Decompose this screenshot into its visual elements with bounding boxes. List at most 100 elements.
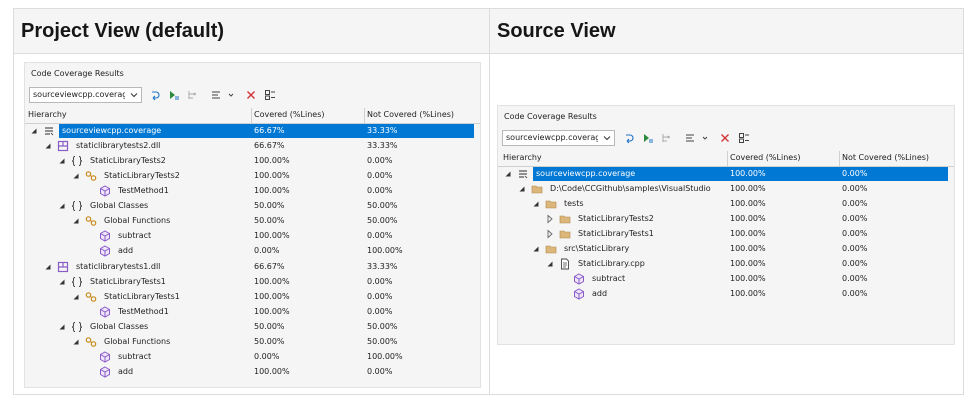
node-name[interactable]: tests [564,199,584,208]
not-covered-value: 0.00% [842,259,868,268]
node-name[interactable]: StaticLibraryTests1 [104,291,180,301]
covered-value: 100.00% [730,199,766,208]
toolbar-button[interactable] [623,132,635,144]
not-covered-value: 50.00% [367,216,398,226]
toolbar-button[interactable] [642,132,654,144]
node-icon [99,245,111,258]
toolbar-button[interactable] [738,132,750,144]
coverage-dropdown[interactable]: sourceviewcpp.coverag [29,87,142,103]
expander[interactable] [56,200,68,212]
column-divider [727,151,728,166]
node-icon [99,351,111,363]
expander[interactable] [544,228,556,240]
toolbar-button-svg [228,93,234,97]
expander-svg [505,171,511,177]
expander[interactable] [544,213,556,225]
node-name[interactable]: src\StaticLibrary [564,244,630,253]
node-icon-svg [85,216,97,227]
toolbar-button[interactable] [699,132,711,144]
node-name[interactable]: add [118,246,134,256]
node-name[interactable]: Global Classes [90,201,149,211]
node-icon [85,291,97,303]
expander[interactable] [70,215,82,227]
expander[interactable] [530,243,542,255]
selected-row [59,124,474,138]
node-name[interactable]: StaticLibraryTests1 [578,229,654,238]
node-name[interactable]: TestMethod1 [118,186,169,196]
toolbar-button[interactable] [225,89,237,101]
expander[interactable] [502,168,514,180]
expander[interactable] [516,183,528,195]
not-covered-value: 0.00% [367,306,393,316]
expander[interactable] [70,291,82,303]
toolbar-button-svg [739,133,749,143]
expander[interactable] [28,125,40,137]
toolbar-button[interactable] [660,132,672,144]
covered-value: 66.67% [254,126,285,135]
node-name[interactable]: TestMethod1 [118,306,169,316]
node-icon-svg [57,261,69,272]
node-icon-svg [71,156,83,167]
column-heading: Covered (%Lines) [730,153,801,162]
node-name[interactable]: subtract [592,274,626,283]
node-name[interactable]: subtract [118,351,152,361]
not-covered-value: 50.00% [367,336,398,346]
covered-value: 100.00% [730,274,766,283]
node-name[interactable]: Global Classes [90,321,149,331]
toolbar-button[interactable] [186,89,198,101]
node-icon-svg [545,245,557,254]
node-name[interactable]: Global Functions [104,216,171,226]
node-name[interactable]: sourceviewcpp.coverage [62,126,162,135]
node-icon-svg [100,245,110,258]
toolbar-button[interactable] [719,132,731,144]
toolbar-button-svg [686,134,694,142]
toolbar-button[interactable] [264,89,276,101]
toolbar-button[interactable] [245,89,257,101]
toolbar-button[interactable] [684,132,696,144]
column-heading: Not Covered (%Lines) [842,153,930,162]
expander[interactable] [70,170,82,182]
node-icon [517,168,529,180]
toolbar-button-svg [170,91,179,100]
node-name[interactable]: sourceviewcpp.coverage [536,169,636,178]
expander[interactable] [42,261,54,273]
node-icon [57,140,69,152]
expander-svg [519,186,525,192]
node-icon [99,185,111,197]
node-icon-svg [559,215,571,224]
expander[interactable] [42,140,54,152]
toolbar-button-svg [152,91,160,101]
toolbar-button[interactable] [168,89,180,101]
coverage-dropdown[interactable]: sourceviewcpp.coverag [502,130,615,146]
node-name[interactable]: add [118,366,134,376]
not-covered-value: 0.00% [367,291,393,301]
node-name[interactable]: StaticLibraryTests1 [90,276,166,286]
toolbar-button[interactable] [210,89,222,101]
node-name[interactable]: StaticLibraryTests2 [104,171,180,181]
expander[interactable] [530,198,542,210]
not-covered-value: 0.00% [842,229,868,238]
node-icon-svg [57,140,69,152]
node-icon [531,183,543,195]
node-name[interactable]: staticlibrarytests1.dll [76,261,161,271]
node-name[interactable]: StaticLibrary.cpp [578,259,645,268]
node-icon-svg [71,321,83,332]
node-name[interactable]: staticlibrarytests2.dll [76,141,161,151]
covered-value: 100.00% [254,156,290,166]
node-name[interactable]: subtract [118,231,152,241]
expander[interactable] [56,155,68,167]
node-name[interactable]: StaticLibraryTests2 [90,156,166,166]
dropdown-arrow-svg [603,136,611,141]
expander-svg [59,279,65,285]
node-icon-svg [100,366,110,378]
node-name[interactable]: add [592,289,608,298]
node-name[interactable]: StaticLibraryTests2 [578,214,654,223]
expander[interactable] [56,321,68,333]
toolbar-button[interactable] [149,89,161,101]
expander[interactable] [544,258,556,270]
node-name[interactable]: Global Functions [104,336,171,346]
node-name[interactable]: D:\Code\CCGithub\samples\VisualStudio [550,184,711,193]
expander[interactable] [56,276,68,288]
toolbar-button-svg [702,136,708,140]
expander[interactable] [70,336,82,348]
